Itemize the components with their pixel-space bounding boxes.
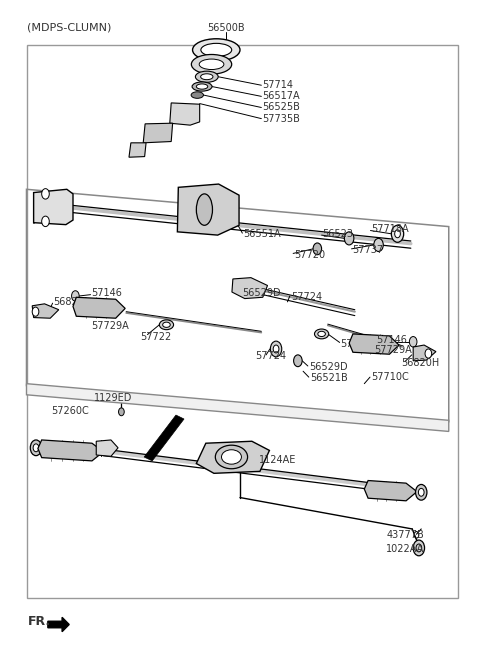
- Text: 56525B: 56525B: [262, 102, 300, 112]
- Circle shape: [425, 349, 432, 358]
- Ellipse shape: [191, 92, 204, 98]
- Text: FR.: FR.: [27, 614, 50, 628]
- Text: 1129ED: 1129ED: [94, 393, 132, 403]
- Text: 57714: 57714: [262, 81, 293, 90]
- Text: 1022AA: 1022AA: [386, 544, 424, 554]
- Polygon shape: [73, 297, 125, 318]
- Text: 56521B: 56521B: [310, 374, 348, 383]
- Text: 57729A: 57729A: [92, 321, 129, 331]
- Ellipse shape: [163, 322, 170, 327]
- Text: 57737: 57737: [352, 245, 384, 255]
- Circle shape: [391, 225, 404, 242]
- Text: 57724: 57724: [256, 351, 287, 361]
- Ellipse shape: [199, 59, 224, 69]
- Ellipse shape: [314, 329, 329, 339]
- Ellipse shape: [192, 39, 240, 61]
- Text: 57735B: 57735B: [262, 114, 300, 123]
- Polygon shape: [170, 103, 200, 125]
- Ellipse shape: [195, 71, 218, 82]
- Polygon shape: [413, 345, 436, 361]
- Text: 56517A: 56517A: [262, 91, 300, 102]
- Text: 56820J: 56820J: [54, 297, 87, 307]
- Ellipse shape: [192, 82, 212, 91]
- Text: 57720: 57720: [294, 249, 325, 260]
- Polygon shape: [96, 440, 118, 456]
- Polygon shape: [34, 189, 73, 224]
- Text: 56500B: 56500B: [207, 22, 245, 32]
- Circle shape: [395, 230, 400, 238]
- Circle shape: [42, 189, 49, 199]
- Ellipse shape: [159, 320, 174, 330]
- Ellipse shape: [192, 55, 232, 74]
- Bar: [26, 46, 458, 599]
- Ellipse shape: [221, 449, 241, 464]
- Text: 57710C: 57710C: [371, 372, 408, 382]
- Text: 56551A: 56551A: [243, 230, 281, 240]
- Circle shape: [409, 337, 417, 347]
- Circle shape: [294, 355, 302, 367]
- Ellipse shape: [201, 44, 232, 57]
- Text: 56820H: 56820H: [401, 358, 440, 368]
- Circle shape: [313, 243, 322, 255]
- Circle shape: [416, 484, 427, 500]
- Text: (MDPS-CLUMN): (MDPS-CLUMN): [26, 22, 111, 32]
- Polygon shape: [32, 304, 59, 318]
- Circle shape: [413, 540, 424, 556]
- Polygon shape: [178, 184, 239, 235]
- Ellipse shape: [201, 74, 213, 80]
- Circle shape: [33, 444, 39, 451]
- Polygon shape: [129, 143, 146, 157]
- Ellipse shape: [318, 331, 325, 337]
- Polygon shape: [144, 415, 184, 461]
- Circle shape: [119, 408, 124, 416]
- Circle shape: [374, 238, 384, 251]
- Circle shape: [344, 232, 354, 245]
- Polygon shape: [364, 480, 417, 501]
- Circle shape: [30, 440, 42, 455]
- Text: 57146: 57146: [92, 288, 122, 298]
- Polygon shape: [143, 123, 173, 143]
- Ellipse shape: [196, 84, 208, 89]
- Circle shape: [270, 341, 282, 357]
- Text: 57724: 57724: [291, 292, 322, 302]
- Circle shape: [419, 488, 424, 496]
- Circle shape: [72, 291, 79, 301]
- Text: 1124AE: 1124AE: [259, 455, 296, 465]
- Text: 56523: 56523: [323, 229, 354, 239]
- Circle shape: [273, 345, 279, 353]
- Text: 57260C: 57260C: [52, 406, 89, 416]
- Polygon shape: [232, 278, 267, 298]
- FancyArrow shape: [48, 617, 69, 632]
- Text: 56529D: 56529D: [309, 362, 348, 372]
- Circle shape: [42, 216, 49, 226]
- Polygon shape: [38, 440, 103, 461]
- Text: 57718A: 57718A: [372, 224, 409, 234]
- Polygon shape: [349, 334, 399, 354]
- Text: 57722: 57722: [341, 339, 372, 348]
- Polygon shape: [26, 383, 449, 432]
- Polygon shape: [196, 442, 269, 473]
- Text: 57729A: 57729A: [374, 345, 411, 355]
- Text: 56529D: 56529D: [242, 288, 281, 298]
- Circle shape: [32, 307, 39, 316]
- Text: 43777B: 43777B: [386, 531, 424, 541]
- Ellipse shape: [196, 194, 213, 225]
- Text: 57722: 57722: [140, 331, 172, 341]
- Text: 57146: 57146: [377, 335, 408, 345]
- Ellipse shape: [216, 446, 248, 469]
